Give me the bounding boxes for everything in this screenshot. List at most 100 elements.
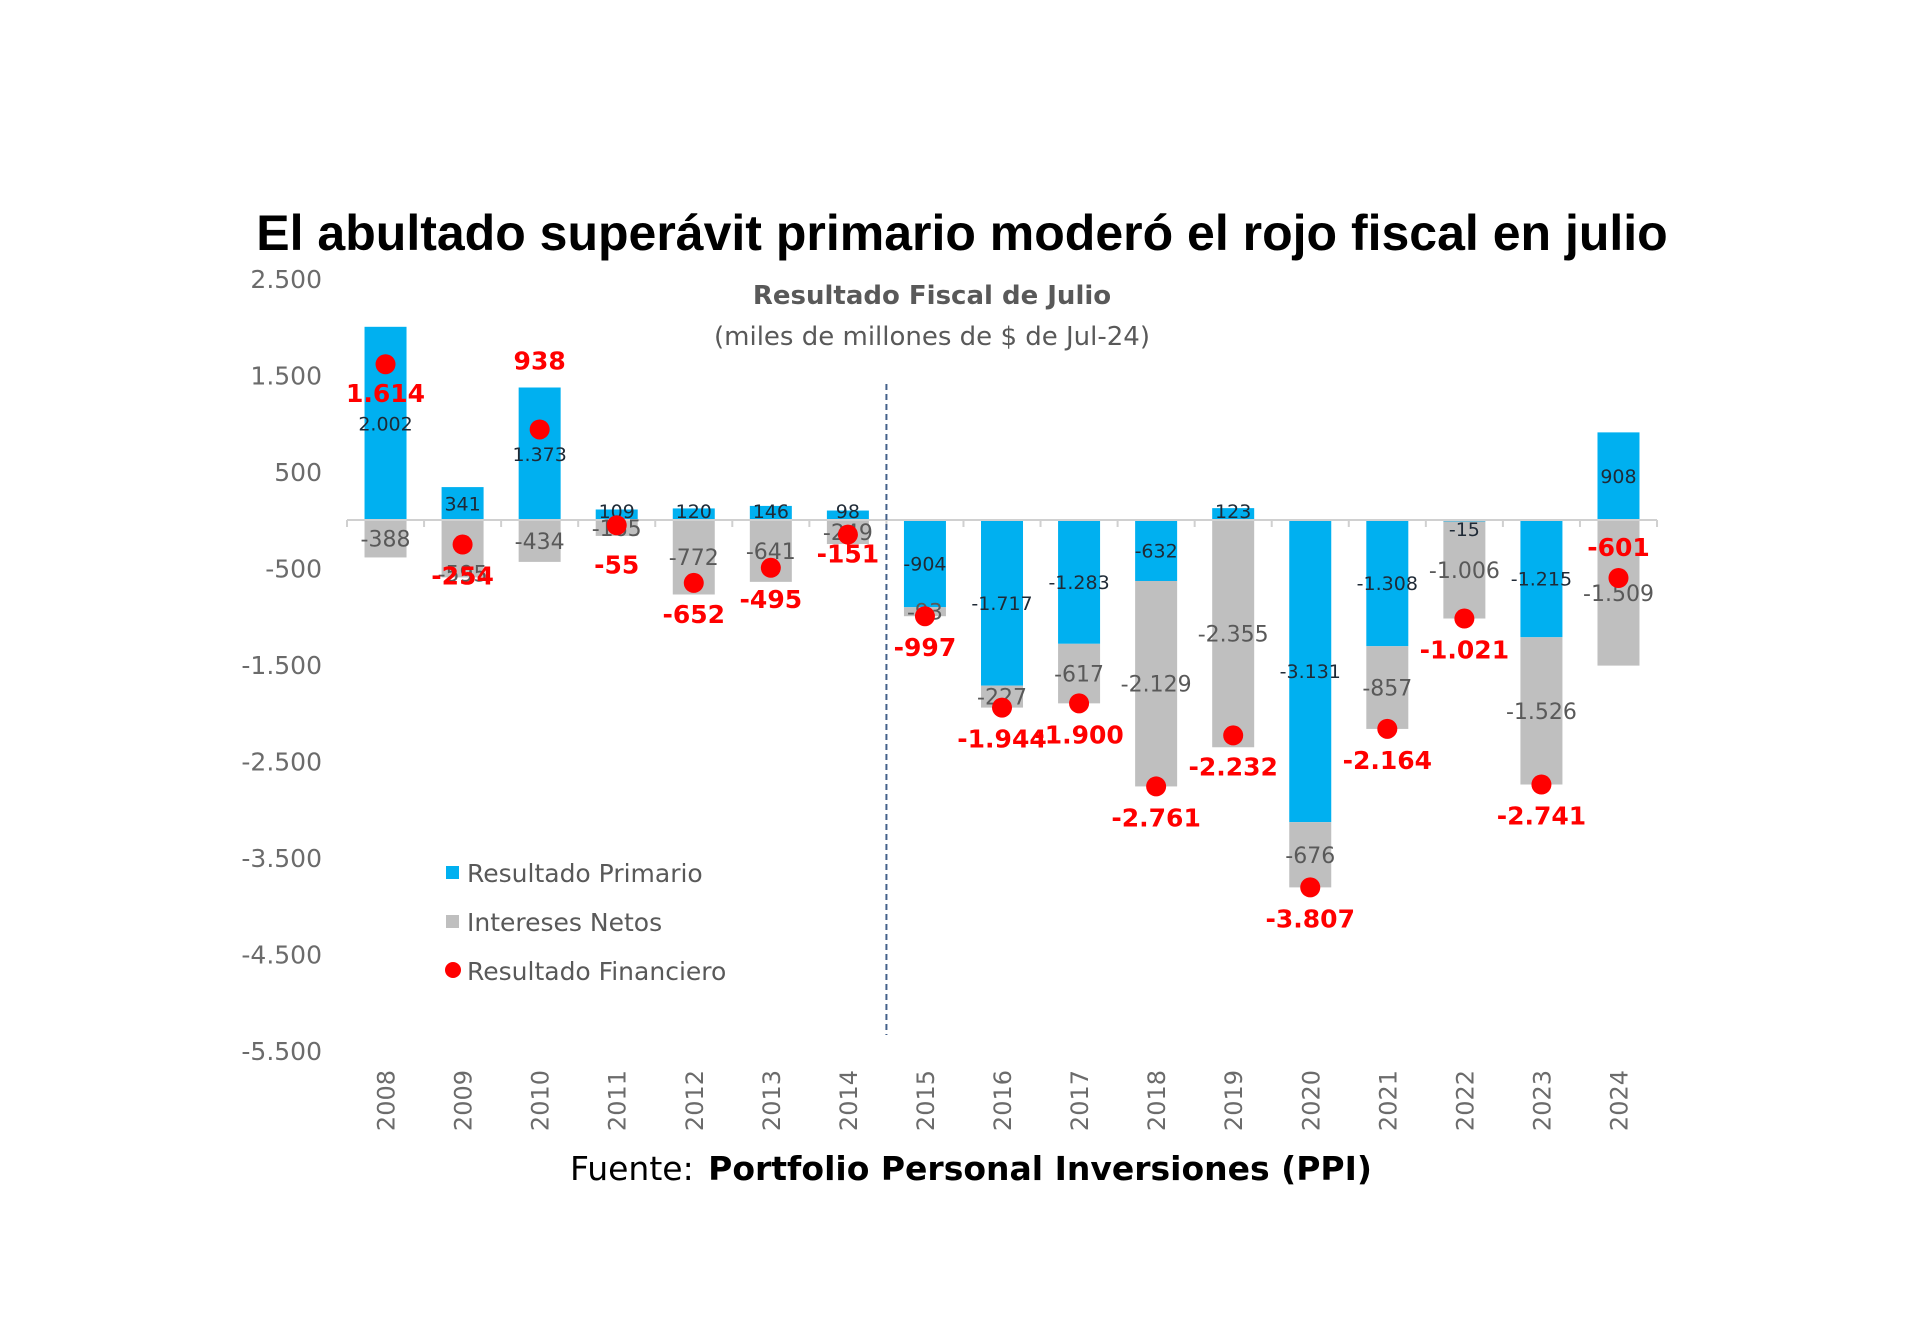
label-resultado-primario: 120: [676, 501, 712, 523]
marker-resultado-financiero: [1146, 776, 1167, 797]
marker-resultado-financiero: [1223, 725, 1244, 746]
marker-resultado-financiero: [992, 697, 1013, 718]
label-resultado-financiero: -151: [817, 540, 880, 569]
marker-resultado-financiero: [606, 515, 627, 536]
legend-label-financiero: Resultado Financiero: [467, 957, 726, 986]
marker-resultado-financiero: [914, 606, 935, 627]
bar-resultado-primario: [1135, 520, 1178, 581]
label-intereses-netos: -388: [361, 528, 411, 553]
marker-resultado-financiero: [375, 354, 396, 375]
bar-resultado-primario: [672, 508, 715, 520]
y-tick-label: -2.500: [241, 747, 322, 776]
legend-swatch-intereses: [446, 915, 459, 928]
x-tick-label: 2019: [1220, 1070, 1248, 1131]
bar-resultado-primario: [595, 509, 638, 520]
label-intereses-netos: -617: [1054, 663, 1104, 688]
label-resultado-primario: -3.131: [1280, 661, 1341, 683]
marker-resultado-financiero: [452, 534, 473, 555]
marker-resultado-financiero: [837, 524, 858, 545]
x-tick-label: 2018: [1143, 1070, 1171, 1131]
x-tick-label: 2008: [373, 1070, 401, 1131]
label-intereses-netos: -1.526: [1506, 700, 1577, 725]
label-resultado-primario: 341: [444, 494, 480, 516]
marker-resultado-financiero: [1454, 608, 1475, 629]
x-tick-label: 2020: [1297, 1070, 1325, 1131]
marker-resultado-financiero: [1531, 774, 1552, 795]
label-resultado-primario: -1.308: [1357, 573, 1418, 595]
bar-resultado-primario: [749, 505, 792, 520]
chart-title: El abultado superávit primario moderó el…: [256, 205, 1667, 261]
y-tick-label: 2.500: [250, 265, 322, 294]
bar-resultado-primario: [826, 510, 869, 520]
bar-intereses-netos: [518, 520, 561, 562]
marker-resultado-financiero: [1069, 693, 1090, 714]
x-tick-label: 2024: [1605, 1070, 1633, 1131]
y-tick-label: -1.500: [241, 651, 322, 680]
label-resultado-financiero: -2.164: [1343, 746, 1432, 775]
legend-label-intereses: Intereses Netos: [467, 908, 662, 937]
bar-resultado-primario: [903, 520, 946, 608]
label-resultado-primario: -15: [1449, 519, 1480, 541]
bar-resultado-primario: [1058, 520, 1101, 644]
bar-resultado-primario: [1289, 520, 1332, 823]
bars-layer: [364, 326, 1640, 888]
bar-resultado-primario: [1597, 432, 1640, 520]
label-resultado-financiero: -55: [594, 550, 639, 579]
x-tick-label: 2021: [1374, 1070, 1402, 1131]
label-intereses-netos: -2.355: [1198, 623, 1269, 648]
bar-intereses-netos: [1443, 521, 1486, 619]
label-resultado-financiero: -2.761: [1111, 803, 1200, 832]
y-axis: 2.500 1.500 500 -500 -1.500 -2.500 -3.500 -4.50…: [241, 265, 322, 1066]
label-resultado-financiero: -997: [894, 633, 957, 662]
bar-resultado-primario: [1212, 508, 1255, 520]
y-tick-label: -4.500: [241, 940, 322, 969]
bar-resultado-primario: [518, 387, 561, 520]
label-intereses-netos: -2.129: [1121, 673, 1192, 698]
label-resultado-financiero: -601: [1587, 533, 1650, 562]
label-resultado-primario: 146: [753, 501, 789, 523]
label-resultado-financiero: 938: [514, 347, 566, 376]
label-resultado-primario: -1.283: [1048, 572, 1109, 594]
legend-marker-financiero: [445, 962, 461, 978]
bar-intereses-netos: [981, 685, 1024, 708]
label-resultado-primario: -632: [1135, 540, 1178, 562]
y-tick-label: 500: [274, 458, 322, 487]
x-tick-label: 2012: [681, 1070, 709, 1131]
label-resultado-primario: 109: [599, 501, 635, 523]
y-tick-label: -3.500: [241, 844, 322, 873]
marker-resultado-financiero: [529, 419, 550, 440]
label-resultado-primario: 908: [1600, 466, 1636, 488]
bar-intereses-netos: [1289, 822, 1332, 888]
label-intereses-netos: -1.006: [1429, 559, 1500, 584]
label-resultado-primario: 2.002: [358, 413, 412, 435]
label-intereses-netos: -857: [1362, 677, 1412, 702]
label-resultado-financiero: -495: [740, 585, 803, 614]
label-resultado-primario: 98: [836, 501, 860, 523]
marker-resultado-financiero: [1300, 877, 1321, 898]
label-resultado-financiero: -2.741: [1497, 802, 1586, 831]
x-tick-label: 2013: [758, 1070, 786, 1131]
label-resultado-financiero: -652: [662, 600, 725, 629]
source-name: Portfolio Personal Inversiones (PPI): [708, 1149, 1372, 1188]
bar-intereses-netos: [1212, 520, 1255, 748]
label-intereses-netos: -434: [515, 530, 565, 555]
label-resultado-financiero: -2.232: [1188, 752, 1277, 781]
label-intereses-netos: -772: [669, 546, 719, 571]
marker-resultado-financiero: [760, 557, 781, 578]
data-labels-layer: 2.002-388341-5951.373-434109-165120-7721…: [358, 413, 1654, 868]
label-resultado-primario: -1.215: [1511, 569, 1572, 591]
bar-resultado-primario: [1520, 520, 1563, 638]
y-tick-label: -500: [265, 554, 322, 583]
source-note: Fuente: Portfolio Personal Inversiones (…: [570, 1149, 1372, 1188]
marker-resultado-financiero: [1377, 718, 1398, 739]
bar-intereses-netos: [1135, 580, 1178, 787]
bar-intereses-netos: [1520, 637, 1563, 785]
legend-label-primario: Resultado Primario: [467, 859, 703, 888]
marker-resultado-financiero: [683, 572, 704, 593]
marker-resultado-financiero: [1608, 567, 1629, 588]
financial-labels-layer: 1.614-254938-55-652-495-151-997-1.944-1.…: [346, 347, 1650, 934]
bar-resultado-primario: [1366, 520, 1409, 647]
legend: Resultado Primario Intereses Netos Resul…: [445, 859, 726, 986]
x-tick-label: 2014: [835, 1070, 863, 1131]
